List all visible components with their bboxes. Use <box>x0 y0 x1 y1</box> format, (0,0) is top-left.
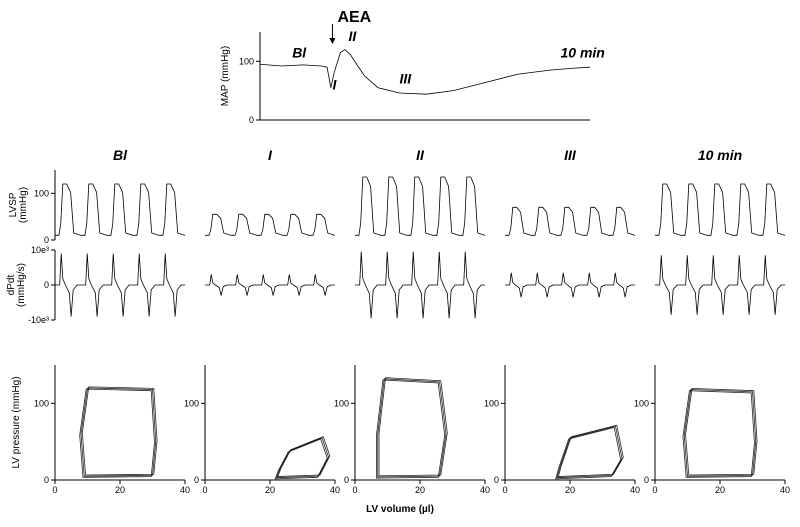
map-ann-I: I <box>332 77 337 93</box>
pv-loop-II-2 <box>379 378 447 476</box>
pv-ylabel: LV pressure (mmHg) <box>11 376 22 468</box>
map-ylabel: MAP (mmHg) <box>220 46 231 106</box>
svg-text:100: 100 <box>34 398 49 408</box>
map-ann-Bl: Bl <box>292 44 307 60</box>
phase-label-I: I <box>268 147 273 163</box>
svg-text:40: 40 <box>630 485 640 495</box>
svg-text:0: 0 <box>44 280 49 290</box>
pv-loop-Bl-2 <box>82 387 157 475</box>
pv-loop-I-1 <box>277 438 329 478</box>
svg-text:-10e³: -10e³ <box>28 315 49 325</box>
lvsp-trace-I <box>205 214 335 235</box>
aea-title: AEA <box>337 9 371 26</box>
pv-loop-II-1 <box>378 379 446 477</box>
pv-loop-Bl-1 <box>81 388 156 476</box>
map-ann-II: II <box>349 28 358 44</box>
dpdt-trace-10min <box>655 255 785 315</box>
map-ann-10min: 10 min <box>560 44 604 60</box>
lvsp-trace-III <box>505 207 635 235</box>
pv-loop-10min-2 <box>686 388 758 475</box>
svg-text:100: 100 <box>184 398 199 408</box>
svg-text:40: 40 <box>330 485 340 495</box>
svg-text:0: 0 <box>202 485 207 495</box>
phase-label-10min: 10 min <box>698 147 742 163</box>
svg-text:20: 20 <box>265 485 275 495</box>
pv-xlabel: LV volume (µl) <box>366 504 434 515</box>
phase-label-III: III <box>564 147 577 163</box>
svg-text:100: 100 <box>334 398 349 408</box>
dpdt-ylabel-1: (mmHg/s) <box>16 263 27 307</box>
svg-text:40: 40 <box>180 485 190 495</box>
svg-text:0: 0 <box>44 475 49 485</box>
lvsp-trace-Bl <box>55 184 185 235</box>
pv-loop-Bl-0 <box>80 389 155 477</box>
svg-text:0: 0 <box>644 475 649 485</box>
svg-text:10e³: 10e³ <box>31 245 49 255</box>
svg-text:20: 20 <box>715 485 725 495</box>
svg-text:0: 0 <box>502 485 507 495</box>
dpdt-trace-II <box>355 252 485 319</box>
aea-arrow <box>329 38 335 44</box>
svg-text:100: 100 <box>634 398 649 408</box>
dpdt-trace-Bl <box>55 254 185 317</box>
lvsp-ylabel-1: (mmHg) <box>18 187 29 223</box>
svg-text:100: 100 <box>34 188 49 198</box>
svg-text:20: 20 <box>415 485 425 495</box>
map-ann-III: III <box>400 71 413 87</box>
svg-text:0: 0 <box>194 475 199 485</box>
lvsp-trace-10min <box>655 184 785 235</box>
svg-text:100: 100 <box>484 398 499 408</box>
svg-text:40: 40 <box>480 485 490 495</box>
svg-text:0: 0 <box>44 235 49 245</box>
svg-text:0: 0 <box>344 475 349 485</box>
pv-loop-10min-0 <box>683 391 755 478</box>
dpdt-trace-III <box>505 273 635 298</box>
phase-label-II: II <box>416 147 425 163</box>
svg-text:0: 0 <box>352 485 357 495</box>
map-trace <box>260 50 590 95</box>
dpdt-trace-I <box>205 275 335 296</box>
svg-text:100: 100 <box>239 56 254 66</box>
lvsp-trace-II <box>355 177 485 235</box>
svg-text:0: 0 <box>652 485 657 495</box>
svg-text:0: 0 <box>494 475 499 485</box>
pv-loop-10min-1 <box>684 390 756 477</box>
pv-loop-I-0 <box>275 439 327 479</box>
svg-text:0: 0 <box>52 485 57 495</box>
pv-loop-II-0 <box>376 380 444 478</box>
svg-text:20: 20 <box>565 485 575 495</box>
svg-text:40: 40 <box>780 485 790 495</box>
phase-label-Bl: Bl <box>113 147 128 163</box>
svg-text:20: 20 <box>115 485 125 495</box>
svg-text:0: 0 <box>249 115 254 125</box>
